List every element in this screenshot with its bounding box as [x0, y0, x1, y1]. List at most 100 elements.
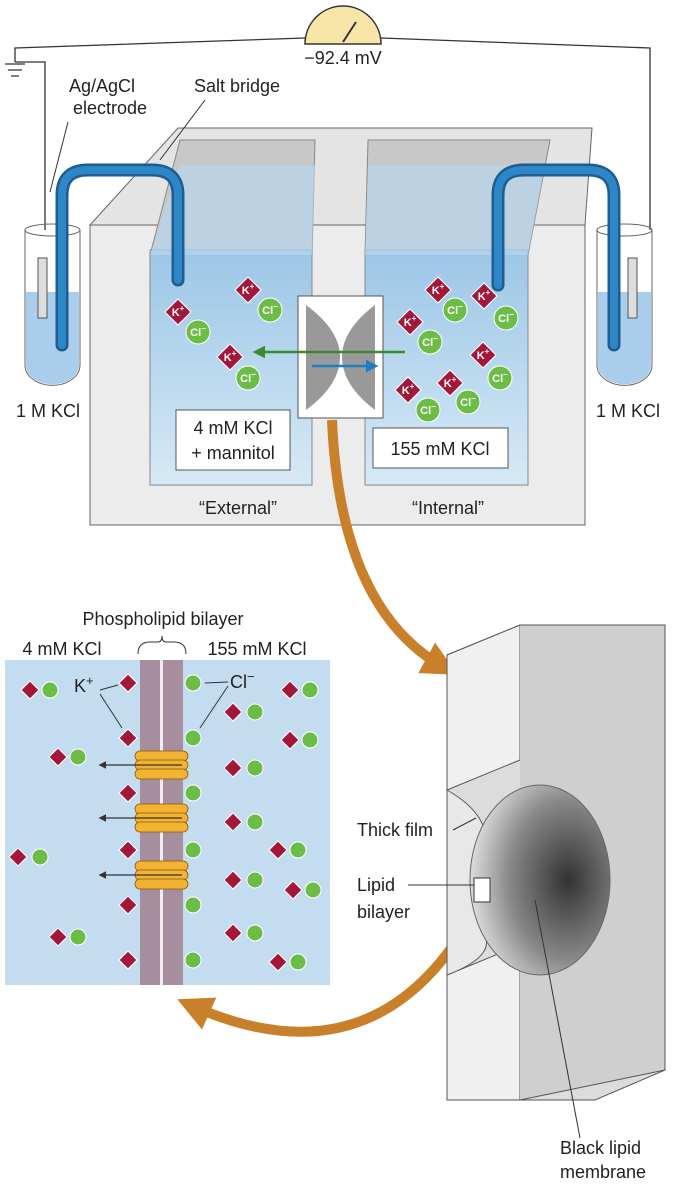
chamber-name: “External” [199, 498, 277, 518]
chloride-ion [184, 896, 202, 914]
potassium-ion [268, 952, 288, 972]
electrode-label: electrode [73, 98, 147, 118]
ion-label: Cl− [498, 310, 514, 325]
ion-charge: − [201, 324, 206, 333]
ion-symbol: K [74, 676, 86, 696]
potassium-ion [280, 680, 300, 700]
bilayer-detail: Phospholipid bilayer 4 mM KCl 155 mM KCl… [5, 609, 330, 985]
leader-line [49, 121, 69, 193]
ion-symbol: Cl [420, 405, 431, 417]
potassium-ion [394, 376, 422, 404]
aperture [306, 305, 340, 410]
chloride-ion [487, 365, 513, 391]
potassium-ion [470, 282, 498, 310]
wire [379, 37, 651, 232]
chloride-ion [289, 953, 307, 971]
potassium-ion [469, 341, 497, 369]
side-label: 4 mM KCl [22, 639, 101, 659]
electrode-label: Ag/AgCl [69, 76, 135, 96]
water-back [365, 165, 545, 255]
potassium-ion [396, 308, 424, 336]
ion-charge: − [458, 302, 463, 311]
chamber-name: “Internal” [412, 498, 484, 518]
ion-charge: − [251, 370, 256, 379]
membrane-window [252, 295, 405, 419]
potassium-ion [424, 276, 452, 304]
channel-subunit [134, 821, 189, 833]
ion-label: K+ [478, 288, 491, 303]
chloride-ion [31, 848, 49, 866]
membrane-support: Thick film Lipid bilayer Black lipid mem… [357, 624, 666, 1182]
zoom-arrow [327, 419, 458, 675]
chloride-ion [246, 813, 264, 831]
tube-rim [596, 223, 653, 237]
chloride-ion [289, 841, 307, 859]
ion-charge: + [440, 282, 445, 291]
ion-charge: + [485, 347, 490, 356]
salt-bridges [55, 163, 621, 352]
ion-label: K+ [477, 347, 490, 362]
leader-line [199, 681, 229, 729]
chloride-ion [185, 319, 211, 345]
ion-label: Cl− [190, 324, 206, 339]
ion-label: K+ [404, 314, 417, 329]
detail-title: Phospholipid bilayer [82, 609, 243, 629]
voltmeter: −92.4 mV [304, 5, 382, 68]
water-back [150, 165, 315, 255]
potassium-ion [118, 673, 138, 693]
support-label: Black lipid [560, 1138, 641, 1158]
chloride-ion [69, 748, 87, 766]
chloride-ion [304, 881, 322, 899]
ion-charge: − [471, 394, 476, 403]
solution-label: 155 mM KCl [390, 439, 489, 459]
potassium-ion [48, 927, 68, 947]
channel-subunit [134, 750, 189, 762]
ion-label: K+ [172, 304, 185, 319]
ion-label: K+ [74, 673, 94, 696]
salt-bridge-inner [58, 166, 182, 349]
aperture [342, 305, 375, 410]
potassium-ion [223, 923, 243, 943]
leader-line [99, 684, 123, 729]
chloride-ion [184, 841, 202, 859]
reservoir-label: 1 M KCl [16, 401, 80, 421]
potassium-ion [234, 276, 262, 304]
potassium-ion [216, 343, 244, 371]
detail-ions [8, 673, 322, 972]
ion-label: Cl− [422, 334, 438, 349]
potassium-ion [8, 847, 28, 867]
wire [15, 61, 46, 232]
ion-label: Cl− [240, 370, 256, 385]
ion-symbol: K [242, 285, 250, 297]
solution-labels: 4 mM KCl + mannitol 155 mM KCl [175, 409, 509, 471]
ion-label: K+ [224, 349, 237, 364]
top-labels: Ag/AgCl electrode Salt bridge [49, 76, 280, 193]
salt-bridge-inner [494, 166, 618, 349]
ion-symbol: Cl [262, 305, 273, 317]
ion-charge: + [486, 288, 491, 297]
channels [98, 750, 189, 890]
chloride-ion [301, 731, 319, 749]
chloride-ion [493, 305, 519, 331]
ion-symbol: K [402, 385, 410, 397]
electrode [37, 257, 48, 319]
beaker-ions: K+K+K+K+K+K+K+K+ K+Cl−Cl−Cl−Cl−Cl−Cl−Cl−C… [164, 276, 519, 423]
solution-box [175, 409, 291, 471]
chloride-ion [184, 784, 202, 802]
potassium-ion [436, 369, 464, 397]
potassium-ion [118, 950, 138, 970]
ion-label: K+ [432, 282, 445, 297]
ion-label: Cl− [460, 394, 476, 409]
ion-charge: + [410, 382, 415, 391]
chloride-ion [184, 729, 202, 747]
chloride-ion [257, 297, 283, 323]
wire [14, 37, 306, 62]
ground [5, 63, 25, 77]
leader-line [534, 899, 581, 1139]
side-label: 155 mM KCl [207, 639, 306, 659]
ion-symbol: K [432, 285, 440, 297]
ion-label: K+ [242, 282, 255, 297]
support-label: Lipid [357, 875, 395, 895]
ion-symbol: Cl [240, 373, 251, 385]
chloride-ion [41, 681, 59, 699]
